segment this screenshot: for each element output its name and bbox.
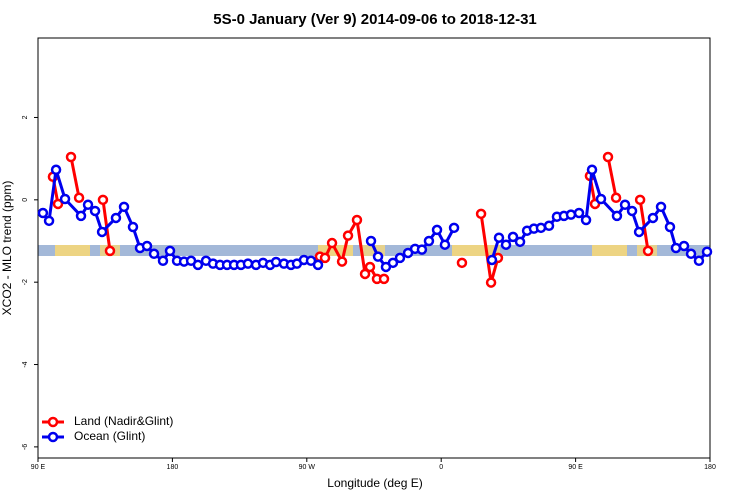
data-point (43, 215, 55, 227)
y-tick-label: 0 (22, 198, 29, 202)
x-tick-label: 90 E (568, 464, 583, 471)
data-point (486, 254, 498, 266)
data-point (89, 205, 101, 217)
data-point (685, 248, 697, 260)
data-point (394, 252, 406, 264)
data-point (82, 199, 94, 211)
data-point (626, 205, 638, 217)
data-point (633, 226, 645, 238)
data-point (602, 151, 614, 163)
data-point (97, 194, 109, 206)
y-tick-label: -4 (22, 361, 29, 367)
data-point (312, 259, 324, 271)
data-point (485, 277, 497, 288)
y-tick-label: -2 (22, 279, 29, 285)
data-point (192, 259, 204, 271)
data-point (693, 255, 705, 267)
data-point (647, 212, 659, 224)
data-point (595, 193, 607, 205)
data-point (342, 230, 354, 241)
data-point (326, 237, 338, 249)
legend-label: Land (Nadir&Glint) (74, 414, 173, 428)
data-point (110, 212, 122, 224)
legend-label: Ocean (Glint) (74, 429, 145, 443)
data-point (610, 192, 622, 204)
x-tick-label: 0 (439, 464, 443, 471)
legend-marker (47, 431, 59, 443)
data-point (448, 222, 460, 234)
data-point (336, 256, 348, 267)
data-point (439, 239, 451, 250)
x-tick-label: 90 E (31, 464, 46, 471)
data-point (319, 252, 331, 264)
chart-title: 5S-0 January (Ver 9) 2014-09-06 to 2018-… (213, 11, 537, 28)
data-point (164, 245, 176, 257)
land-patch (55, 245, 90, 256)
data-point (148, 248, 160, 260)
data-point (655, 201, 667, 213)
data-point (507, 231, 519, 243)
data-point (364, 261, 376, 273)
data-point (242, 258, 254, 269)
data-point (475, 208, 487, 220)
data-point (118, 201, 130, 213)
x-tick-label: 90 W (299, 464, 316, 471)
data-point (96, 226, 108, 238)
data-point (611, 210, 623, 222)
data-point (670, 242, 682, 254)
data-point (351, 214, 363, 226)
x-axis-label: Longitude (deg E) (327, 476, 422, 490)
data-point (52, 198, 64, 210)
data-point (586, 164, 598, 176)
data-point (678, 240, 690, 252)
land-patch (592, 245, 627, 256)
y-axis-label: XCO2 - MLO trend (ppm) (0, 181, 14, 316)
data-point (565, 209, 577, 220)
data-point (423, 235, 435, 247)
data-point (73, 192, 85, 204)
data-point (387, 257, 399, 269)
land-patch (452, 245, 500, 256)
y-tick-label: -6 (22, 444, 29, 450)
data-point (543, 220, 555, 232)
data-point (372, 251, 384, 262)
x-tick-label: 180 (167, 464, 179, 471)
data-point (59, 193, 71, 205)
data-point (514, 236, 526, 248)
data-point (500, 239, 512, 250)
y-tick-label: 2 (22, 115, 29, 119)
data-point (580, 214, 592, 226)
data-point (619, 199, 631, 211)
data-point (456, 257, 468, 269)
data-point (37, 207, 49, 219)
data-point (359, 268, 371, 280)
data-point (573, 207, 585, 219)
data-point (365, 235, 377, 247)
data-point (416, 244, 428, 255)
data-point (157, 255, 169, 267)
data-point (535, 222, 547, 234)
data-point (50, 164, 62, 176)
data-point (141, 240, 153, 252)
land-patch (360, 245, 385, 256)
data-point (634, 194, 646, 206)
data-point (664, 221, 676, 233)
data-point (493, 232, 505, 243)
data-point (378, 273, 390, 285)
data-point (431, 224, 443, 236)
data-point (127, 221, 139, 233)
x-tick-label: 180 (704, 464, 716, 471)
data-point (75, 210, 87, 222)
data-point (701, 246, 713, 257)
data-point (65, 151, 77, 163)
data-point (642, 245, 654, 257)
data-point (104, 245, 116, 257)
legend-marker (47, 416, 59, 428)
